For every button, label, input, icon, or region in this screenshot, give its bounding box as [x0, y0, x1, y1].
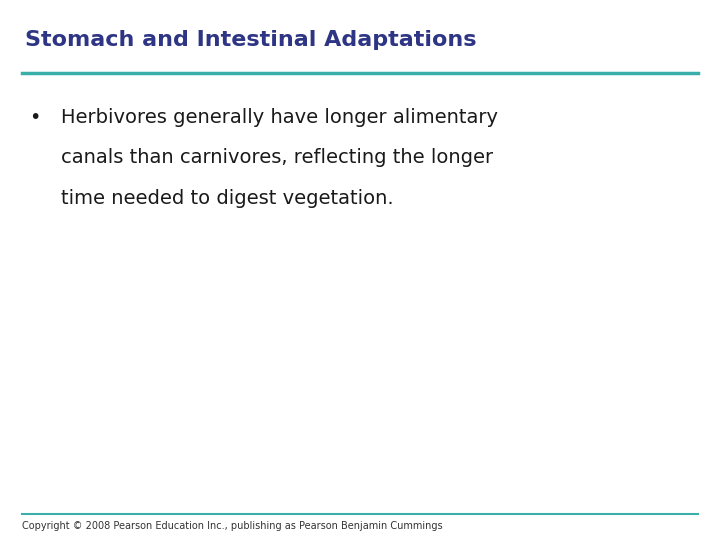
- Text: Stomach and Intestinal Adaptations: Stomach and Intestinal Adaptations: [25, 30, 477, 50]
- Text: canals than carnivores, reflecting the longer: canals than carnivores, reflecting the l…: [61, 148, 493, 167]
- Text: Copyright © 2008 Pearson Education Inc., publishing as Pearson Benjamin Cummings: Copyright © 2008 Pearson Education Inc.,…: [22, 521, 442, 531]
- Text: •: •: [29, 108, 40, 127]
- Text: Herbivores generally have longer alimentary: Herbivores generally have longer aliment…: [61, 108, 498, 127]
- Text: time needed to digest vegetation.: time needed to digest vegetation.: [61, 189, 394, 208]
